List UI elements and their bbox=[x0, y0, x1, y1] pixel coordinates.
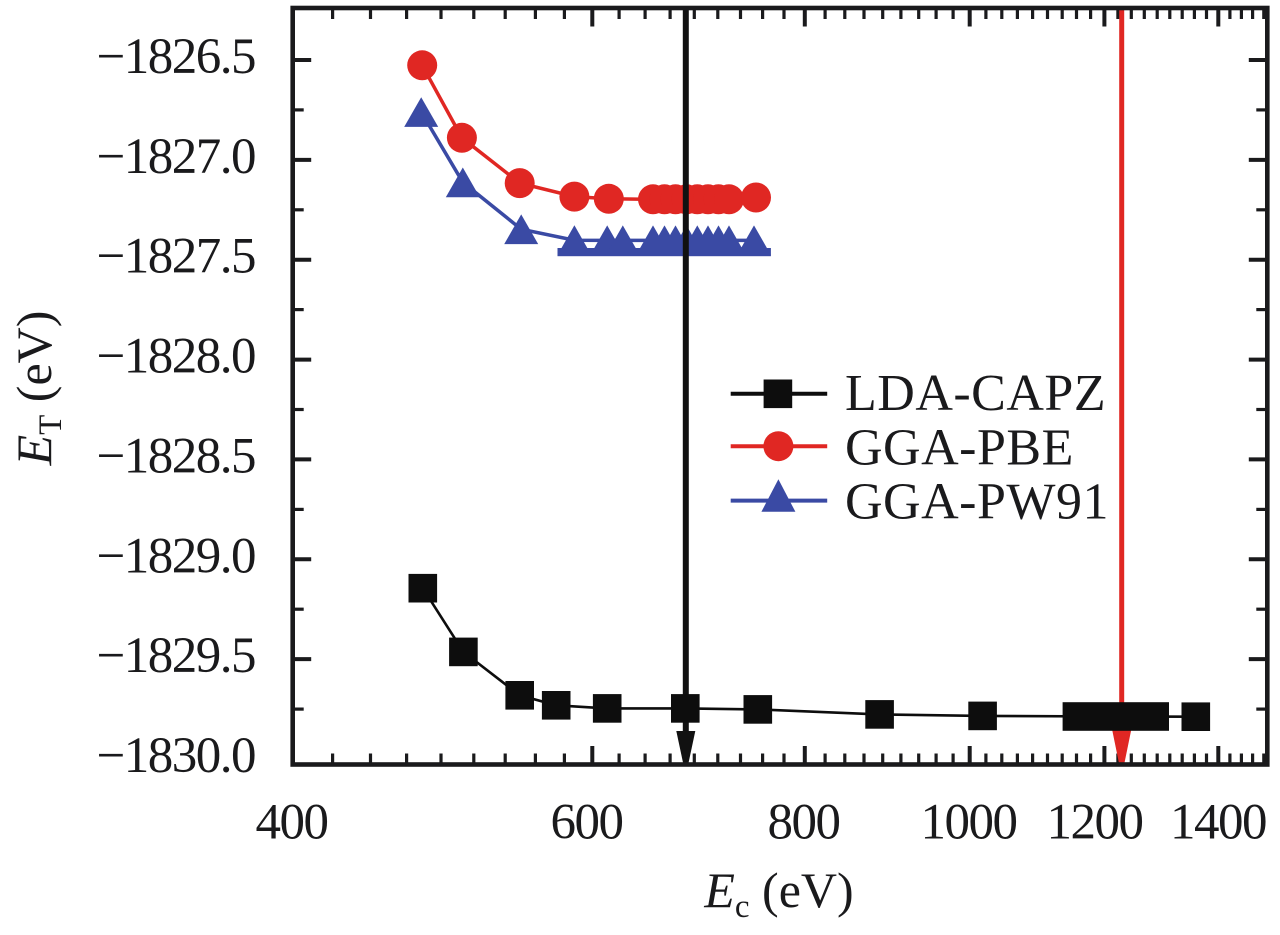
svg-text:GGA-PBE: GGA-PBE bbox=[845, 419, 1074, 476]
svg-text:800: 800 bbox=[768, 795, 840, 851]
svg-text:Ec (eV): Ec (eV) bbox=[703, 862, 853, 925]
svg-text:−1830.0: −1830.0 bbox=[96, 728, 255, 784]
svg-text:LDA-CAPZ: LDA-CAPZ bbox=[845, 365, 1106, 422]
svg-text:1000: 1000 bbox=[921, 795, 1017, 851]
svg-text:−1828.0: −1828.0 bbox=[96, 329, 255, 385]
svg-text:600: 600 bbox=[551, 795, 623, 851]
svg-text:−1829.5: −1829.5 bbox=[96, 628, 255, 684]
svg-text:GGA-PW91: GGA-PW91 bbox=[845, 474, 1109, 531]
svg-text:−1827.0: −1827.0 bbox=[96, 129, 255, 185]
svg-text:400: 400 bbox=[256, 795, 328, 851]
svg-text:ET (eV): ET (eV) bbox=[6, 311, 69, 467]
svg-text:−1826.5: −1826.5 bbox=[96, 29, 255, 85]
svg-text:1200: 1200 bbox=[1047, 795, 1143, 851]
svg-text:−1827.5: −1827.5 bbox=[96, 229, 255, 285]
svg-text:1400: 1400 bbox=[1170, 795, 1266, 851]
svg-text:−1828.5: −1828.5 bbox=[96, 428, 255, 484]
svg-text:−1829.0: −1829.0 bbox=[96, 528, 255, 584]
